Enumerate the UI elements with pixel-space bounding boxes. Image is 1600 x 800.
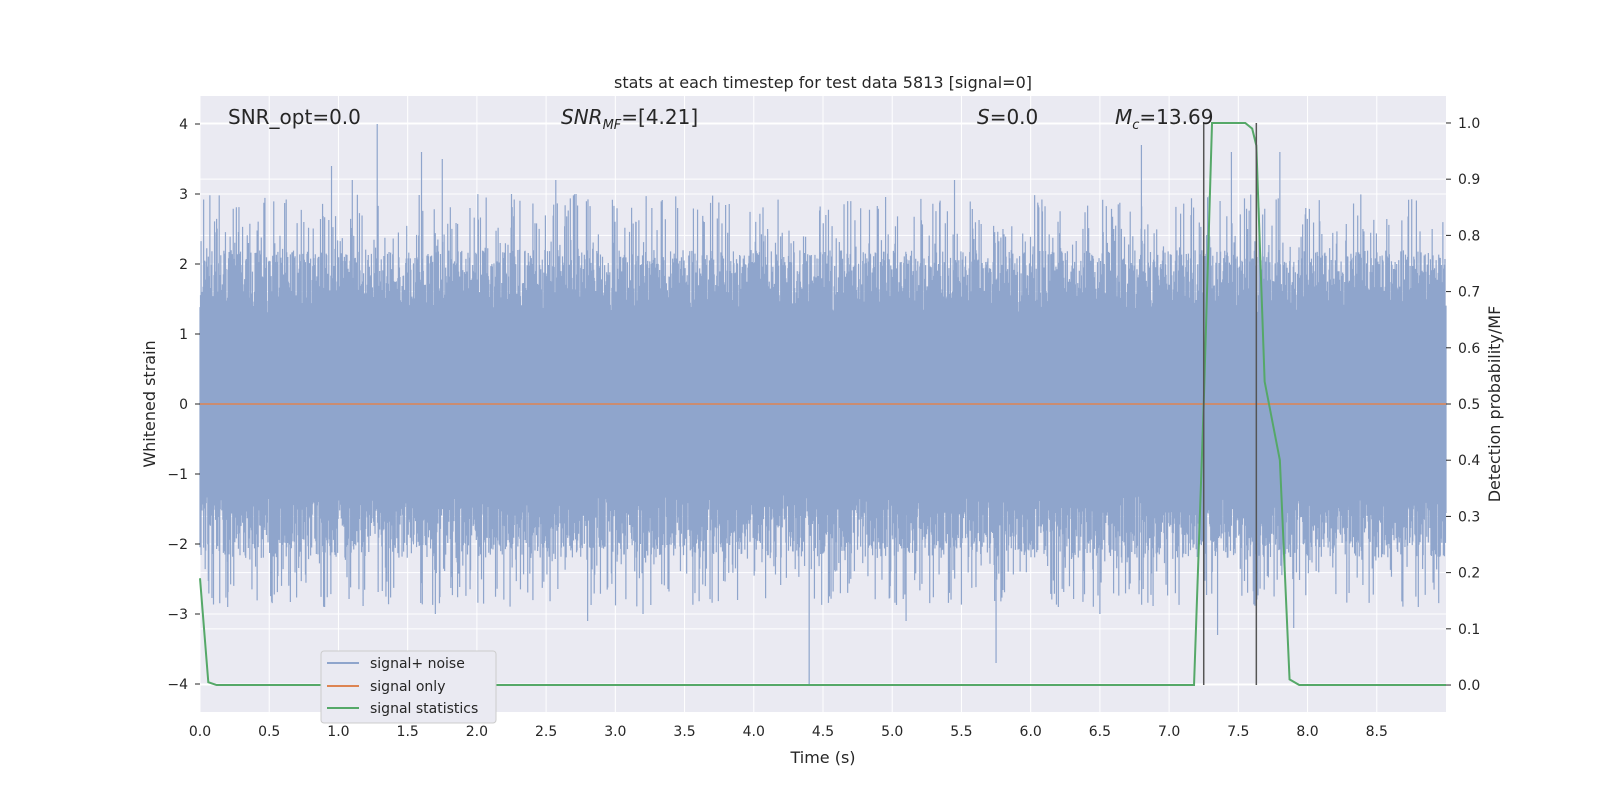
y-right-tick-label: 0.9 — [1458, 172, 1480, 188]
mc-value: =13.69 — [1139, 105, 1213, 129]
y-tick-label: −1 — [167, 467, 188, 483]
y-tick-label: 4 — [179, 117, 188, 133]
x-tick-label: 1.0 — [327, 724, 349, 740]
legend-box — [320, 650, 497, 724]
noise-trace — [199, 124, 1447, 684]
legend-label-signal-only: signal only — [370, 679, 445, 695]
snr-opt-annotation: SNR_opt=0.0 — [228, 105, 361, 129]
y-right-tick-label: 0.7 — [1458, 285, 1480, 301]
y-right-tick-label: 0.5 — [1458, 397, 1480, 413]
x-tick-label: 6.5 — [1089, 724, 1111, 740]
y-axis-label: Whitened strain — [140, 340, 159, 467]
x-tick-label: 0.0 — [189, 724, 211, 740]
y-ticks-right: 0.0 0.1 0.2 0.3 0.4 0.5 0.6 0.7 0.8 0.9 1.0 — [1446, 116, 1480, 694]
x-tick-label: 7.5 — [1227, 724, 1249, 740]
series-lines — [199, 121, 1446, 687]
vertical-lines — [1202, 122, 1258, 686]
x-tick-label: 2.5 — [535, 724, 557, 740]
legend-label-signal-statistics: signal statistics — [370, 701, 478, 717]
x-tick-label: 8.0 — [1296, 724, 1318, 740]
snr-mf-annotation: SNRMF=[4.21] — [561, 105, 698, 133]
y-tick-label: 2 — [179, 257, 188, 273]
y-right-tick-label: 0.0 — [1458, 678, 1480, 694]
snr-mf-value: =[4.21] — [621, 105, 698, 129]
y-tick-label: −4 — [167, 677, 188, 693]
y-right-tick-label: 0.2 — [1458, 566, 1480, 582]
y-right-tick-label: 1.0 — [1458, 116, 1480, 132]
x-tick-label: 3.5 — [673, 724, 695, 740]
x-ticks: 0.0 0.5 1.0 1.5 2.0 2.5 3.0 3.5 4.0 4.5 5.0 5.5 6.0 6… — [189, 724, 1388, 740]
x-tick-label: 8.5 — [1366, 724, 1388, 740]
x-axis-label: Time (s) — [789, 748, 855, 767]
y-right-tick-label: 0.6 — [1458, 341, 1480, 357]
y-tick-label: 0 — [179, 397, 188, 413]
y-right-tick-label: 0.8 — [1458, 228, 1480, 244]
x-tick-label: 6.0 — [1020, 724, 1042, 740]
y-tick-label: 1 — [179, 327, 188, 343]
y-axis-label-right: Detection probability/MF — [1485, 306, 1504, 503]
x-tick-label: 4.0 — [743, 724, 765, 740]
x-tick-label: 1.5 — [397, 724, 419, 740]
y-ticks-left: −4 −3 −2 −1 0 1 2 3 4 — [167, 117, 200, 693]
x-tick-label: 2.0 — [466, 724, 488, 740]
mc-annotation: Mc=13.69 — [1115, 105, 1213, 133]
x-tick-label: 5.0 — [881, 724, 903, 740]
y-right-tick-label: 0.4 — [1458, 453, 1480, 469]
y-right-tick-label: 0.1 — [1458, 622, 1480, 638]
chart-title: stats at each timestep for test data 581… — [614, 73, 1032, 92]
x-tick-label: 7.0 — [1158, 724, 1180, 740]
legend: signal+ noise signal only signal statist… — [320, 650, 497, 724]
legend-label-signal-noise: signal+ noise — [370, 656, 465, 672]
s-value: =0.0 — [990, 105, 1039, 129]
x-tick-label: 3.0 — [604, 724, 626, 740]
signal-statistics-line — [199, 121, 1446, 687]
y-tick-label: 3 — [179, 187, 188, 203]
y-right-tick-label: 0.3 — [1458, 509, 1480, 525]
x-tick-label: 0.5 — [258, 724, 280, 740]
y-tick-label: −2 — [167, 537, 188, 553]
x-tick-label: 4.5 — [812, 724, 834, 740]
x-tick-label: 5.5 — [950, 724, 972, 740]
s-annotation: S=0.0 — [977, 105, 1038, 129]
y-tick-label: −3 — [167, 607, 188, 623]
